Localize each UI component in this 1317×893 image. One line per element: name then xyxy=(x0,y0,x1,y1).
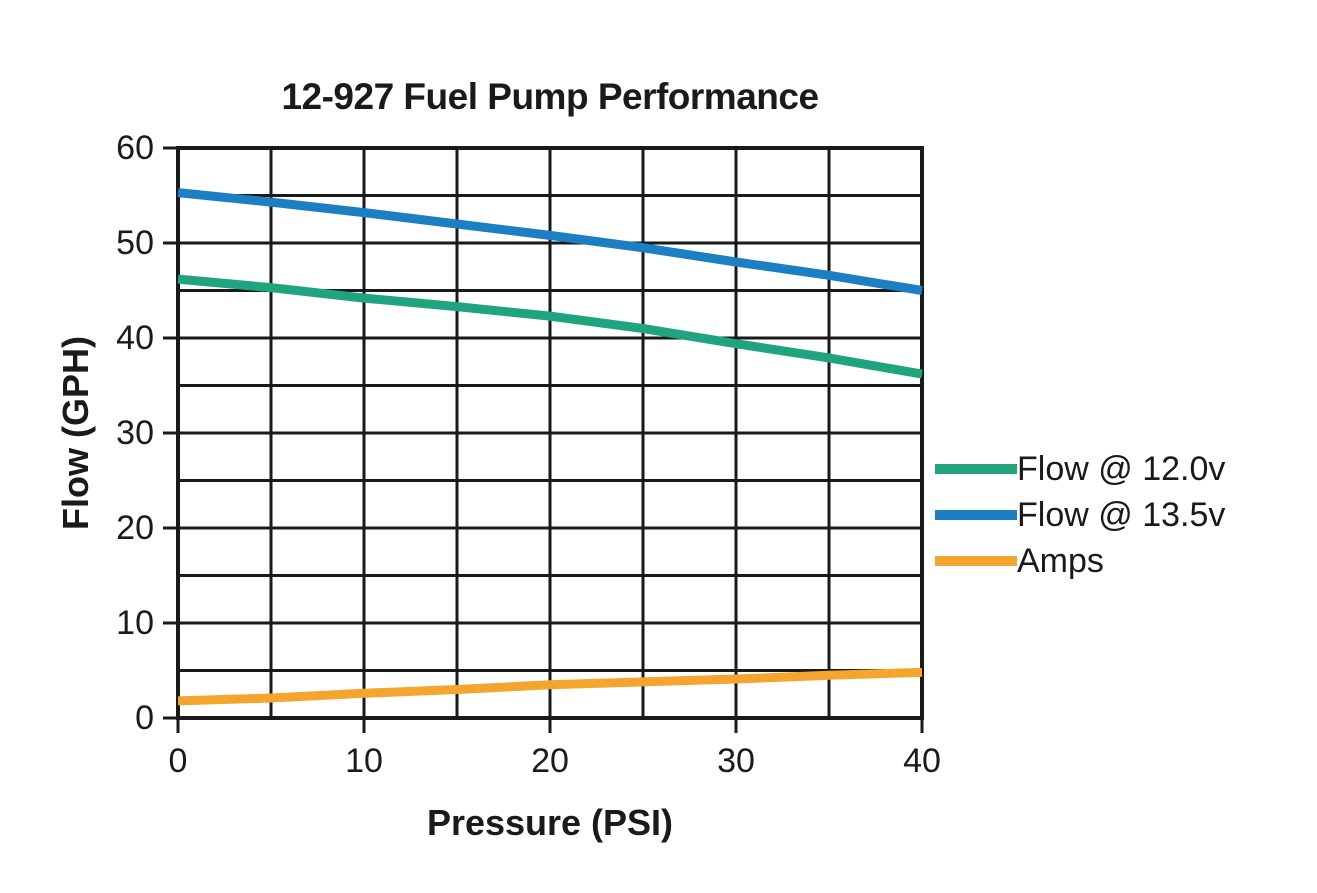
y-tick-label: 30 xyxy=(116,414,154,452)
x-tick-label: 30 xyxy=(717,742,755,780)
legend-item: Flow @ 13.5v xyxy=(935,492,1225,538)
legend-item: Amps xyxy=(935,538,1225,584)
x-tick-label: 20 xyxy=(531,742,569,780)
legend-item: Flow @ 12.0v xyxy=(935,446,1225,492)
series-line-amps xyxy=(177,667,923,706)
y-tick-label: 0 xyxy=(135,699,154,737)
legend-line-swatch xyxy=(935,464,1017,474)
chart-title: 12-927 Fuel Pump Performance xyxy=(281,76,819,117)
legend-line-swatch xyxy=(935,556,1017,566)
plot-frame xyxy=(176,146,924,720)
y-axis-label: Flow (GPH) xyxy=(55,336,96,530)
legend: Flow @ 12.0v Flow @ 13.5v Amps xyxy=(935,446,1225,584)
y-tick-label: 40 xyxy=(116,319,154,357)
x-tick-label: 40 xyxy=(903,742,941,780)
x-axis-label: Pressure (PSI) xyxy=(426,802,674,843)
y-tick-label: 50 xyxy=(116,224,154,262)
x-tick-label: 10 xyxy=(345,742,383,780)
legend-line-swatch xyxy=(935,510,1017,520)
y-tick-label: 60 xyxy=(116,129,154,167)
y-tick-label: 20 xyxy=(116,509,154,547)
legend-label: Flow @ 12.0v xyxy=(1017,449,1226,488)
series-line-flow-13-5v xyxy=(177,188,923,295)
series-line-flow-12-0v xyxy=(177,274,923,379)
legend-label: Flow @ 13.5v xyxy=(1017,495,1226,534)
x-tick-label: 0 xyxy=(168,742,188,780)
legend-label: Amps xyxy=(1017,541,1104,580)
y-tick-label: 10 xyxy=(116,604,154,642)
